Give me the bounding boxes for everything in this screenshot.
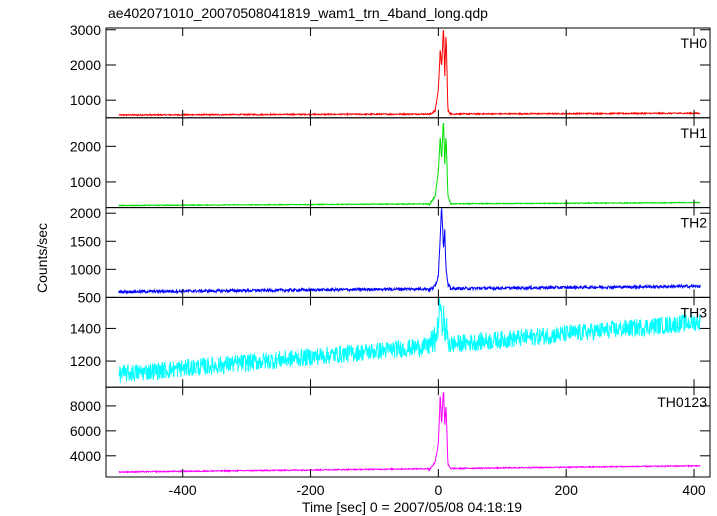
- panel-th0: 1000 2000 3000 TH0: [70, 22, 711, 119]
- y-tick-label: 2000: [70, 138, 101, 154]
- series-line-th1: [118, 122, 701, 207]
- series-line-th0123: [118, 391, 701, 474]
- panel-frame: [105, 386, 711, 478]
- x-axis: -400 -200 0 200 400: [169, 482, 706, 498]
- x-tick-label: 200: [555, 482, 579, 498]
- y-axis-title: Counts/sec: [34, 223, 50, 293]
- panel-th0123: 4000 6000 8000 TH0123: [70, 386, 711, 478]
- y-tick-label: 3000: [70, 22, 101, 38]
- x-tick-label: -400: [169, 482, 197, 498]
- y-tick-label: 1000: [70, 261, 101, 277]
- panel-th2: 500 1000 1500 2000 TH2: [70, 205, 711, 305]
- x-tick-label: 0: [434, 482, 442, 498]
- y-tick-label: 1400: [70, 320, 101, 336]
- y-tick-label: 1000: [70, 92, 101, 108]
- panel-label: TH3: [681, 304, 708, 320]
- panel-label: TH2: [681, 215, 708, 231]
- x-tick-label: -200: [297, 482, 325, 498]
- y-tick-label: 1200: [70, 353, 101, 369]
- series-line-th3: [118, 298, 701, 383]
- y-tick-label: 8000: [70, 398, 101, 414]
- y-tick-label: 500: [78, 289, 102, 305]
- panel-th1: 1000 2000 TH1: [70, 117, 711, 209]
- panel-label: TH0123: [657, 394, 707, 410]
- panel-frame: [105, 117, 711, 209]
- series-line-th2: [118, 208, 701, 295]
- y-tick-label: 4000: [70, 448, 101, 464]
- x-axis-title: Time [sec] 0 = 2007/05/08 04:18:19: [302, 499, 522, 515]
- series-line-th0: [118, 30, 701, 117]
- y-tick-label: 1000: [70, 174, 101, 190]
- panel-label: TH1: [681, 125, 708, 141]
- panel-frame: [105, 207, 711, 298]
- y-tick-label: 2000: [70, 205, 101, 221]
- y-tick-label: 1500: [70, 233, 101, 249]
- y-tick-label: 2000: [70, 57, 101, 73]
- panel-frame: [105, 27, 711, 119]
- x-tick-label: 400: [682, 482, 706, 498]
- panel-label: TH0: [681, 35, 708, 51]
- panel-th3: 1200 1400 TH3: [70, 296, 711, 388]
- y-tick-label: 6000: [70, 423, 101, 439]
- chart-title: ae402071010_20070508041819_wam1_trn_4ban…: [108, 5, 488, 21]
- panels: 1000 2000 3000 TH0 1000 2000 TH1 500 1000 1500 200…: [70, 22, 711, 478]
